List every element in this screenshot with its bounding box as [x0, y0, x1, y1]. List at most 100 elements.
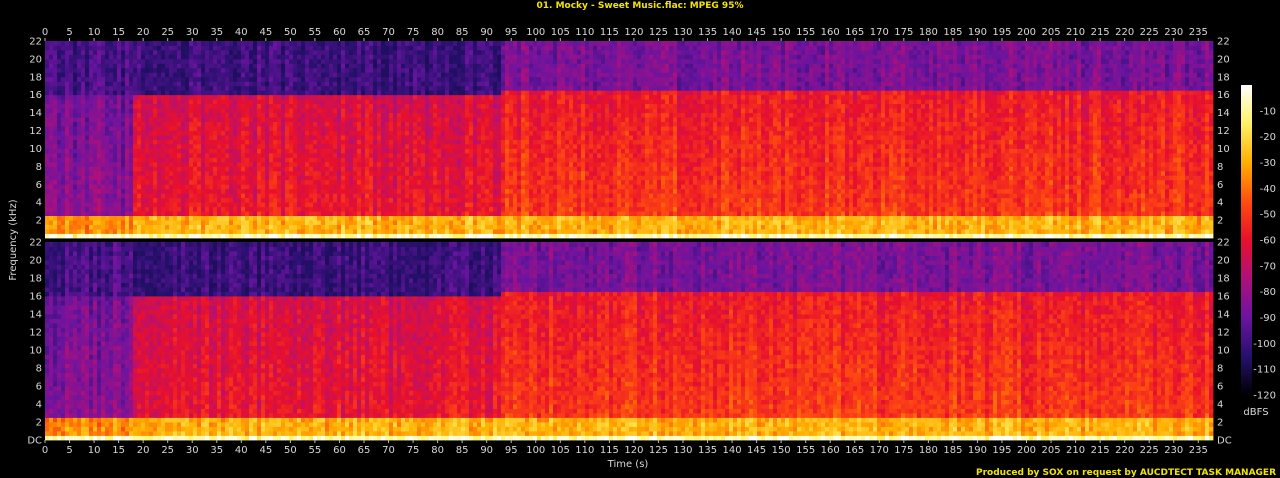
- y-tick-label-left: 8: [36, 162, 42, 173]
- y-tick-label-left: 20: [29, 54, 42, 65]
- x-tick-label-top: 220: [1115, 27, 1134, 38]
- x-tick-label-bottom: 95: [505, 445, 518, 456]
- credit-text: Produced by SOX on request by AUCDTECT T…: [976, 468, 1276, 478]
- x-tick-label-top: 230: [1164, 27, 1183, 38]
- y-tick-label-left: 16: [29, 90, 42, 101]
- x-tick-label-top: 110: [575, 27, 594, 38]
- x-tick-label-bottom: 180: [919, 445, 938, 456]
- x-tick-label-top: 200: [1017, 27, 1036, 38]
- y-tick-label-left: 18: [29, 72, 42, 83]
- x-tick-label-top: 195: [992, 27, 1011, 38]
- x-tick-label-bottom: 65: [358, 445, 371, 456]
- x-tick-label-top: 80: [431, 27, 444, 38]
- x-tick-label-top: 105: [551, 27, 570, 38]
- y-tick-label-left: 8: [36, 364, 42, 375]
- colorbar-tick-label: -40: [1260, 184, 1276, 195]
- x-tick-label-bottom: 110: [575, 445, 594, 456]
- colorbar-tick-label: -10: [1260, 106, 1276, 117]
- x-tick-label-top: 15: [112, 27, 125, 38]
- y-tick-label-right: 8: [1217, 364, 1223, 375]
- x-tick-label-bottom: 5: [66, 445, 72, 456]
- x-tick-label-top: 65: [358, 27, 371, 38]
- colorbar-tick-label: -50: [1260, 210, 1276, 221]
- y-tick-label-left: 10: [29, 346, 42, 357]
- x-tick-label-bottom: 80: [431, 445, 444, 456]
- x-tick-label-top: 170: [870, 27, 889, 38]
- y-axis-left: 2 4 6 8 10 12 14 16 18 20 22 DC 2 4 6 8 10 12 14 16 18 20 22: [27, 37, 42, 447]
- x-tick-label-top: 130: [673, 27, 692, 38]
- x-tick-label-top: 235: [1189, 27, 1208, 38]
- x-tick-label-top: 120: [624, 27, 643, 38]
- y-tick-label-right: 16: [1217, 90, 1230, 101]
- x-axis-label: Time (s): [607, 459, 649, 470]
- x-tick-label-bottom: 155: [796, 445, 815, 456]
- x-tick-label-top: 135: [698, 27, 717, 38]
- y-tick-label-left: 4: [36, 198, 42, 209]
- y-tick-label-left: 22: [29, 37, 42, 48]
- y-tick-label-left: 14: [29, 310, 42, 321]
- y-axis-label: Frequency (kHz): [8, 199, 19, 280]
- x-tick-label-bottom: 55: [309, 445, 322, 456]
- x-tick-label-top: 50: [284, 27, 297, 38]
- x-tick-label-bottom: 230: [1164, 445, 1183, 456]
- colorbar-tick-label: -100: [1253, 339, 1276, 350]
- x-tick-label-top: 185: [943, 27, 962, 38]
- y-tick-label-left: 14: [29, 108, 42, 119]
- x-tick-label-top: 75: [407, 27, 420, 38]
- x-tick-label-top: 30: [186, 27, 199, 38]
- x-tick-label-top: 10: [88, 27, 101, 38]
- x-tick-label-bottom: 160: [821, 445, 840, 456]
- x-tick-label-top: 145: [747, 27, 766, 38]
- y-tick-label-left: 18: [29, 274, 42, 285]
- y-tick-label-right: 12: [1217, 126, 1230, 137]
- x-tick-label-bottom: 150: [772, 445, 791, 456]
- x-tick-label-top: 160: [821, 27, 840, 38]
- x-tick-label-bottom: 115: [600, 445, 619, 456]
- x-tick-label-top: 180: [919, 27, 938, 38]
- y-tick-label-right: 8: [1217, 162, 1223, 173]
- y-tick-label-left: 10: [29, 144, 42, 155]
- x-tick-label-top: 85: [456, 27, 469, 38]
- x-tick-label-bottom: 70: [382, 445, 395, 456]
- x-tick-label-top: 165: [845, 27, 864, 38]
- x-tick-label-top: 45: [259, 27, 272, 38]
- x-tick-label-bottom: 200: [1017, 445, 1036, 456]
- channel-panel: [45, 242, 1214, 441]
- x-tick-label-bottom: 175: [894, 445, 913, 456]
- y-tick-label-right: 2: [1217, 216, 1223, 227]
- y-tick-label-right: 22: [1217, 238, 1230, 249]
- y-tick-label-right: 2: [1217, 418, 1223, 429]
- x-tick-label-bottom: 25: [161, 445, 174, 456]
- colorbar-gradient: [1241, 85, 1252, 395]
- x-tick-label-top: 35: [210, 27, 223, 38]
- y-tick-label-right: 12: [1217, 328, 1230, 339]
- x-tick-label-bottom: 130: [673, 445, 692, 456]
- x-tick-label-top: 215: [1091, 27, 1110, 38]
- x-tick-label-bottom: 35: [210, 445, 223, 456]
- y-tick-label-right: 10: [1217, 346, 1230, 357]
- x-tick-label-top: 95: [505, 27, 518, 38]
- x-tick-label-bottom: 210: [1066, 445, 1085, 456]
- x-tick-label-top: 100: [526, 27, 545, 38]
- x-tick-label-bottom: 135: [698, 445, 717, 456]
- colorbar-tick-label: -80: [1260, 287, 1276, 298]
- x-tick-label-bottom: 170: [870, 445, 889, 456]
- y-tick-label-left: 2: [36, 216, 42, 227]
- y-tick-label-left: 20: [29, 256, 42, 267]
- colorbar-tick-label: -90: [1260, 313, 1276, 324]
- x-tick-label-bottom: 225: [1140, 445, 1159, 456]
- colorbar-tick-label: -70: [1260, 261, 1276, 272]
- x-tick-label-top: 115: [600, 27, 619, 38]
- x-tick-label-top: 55: [309, 27, 322, 38]
- x-tick-label-top: 205: [1042, 27, 1061, 38]
- x-tick-label-top: 60: [333, 27, 346, 38]
- x-tick-label-bottom: 50: [284, 445, 297, 456]
- x-tick-label-bottom: 40: [235, 445, 248, 456]
- y-tick-label-right: 18: [1217, 72, 1230, 83]
- colorbar-tick-label: -30: [1260, 158, 1276, 169]
- y-tick-label-left: 2: [36, 418, 42, 429]
- colorbar-tick-label: -110: [1253, 365, 1276, 376]
- y-tick-label-right: 10: [1217, 144, 1230, 155]
- y-tick-label-right: DC: [1217, 436, 1232, 447]
